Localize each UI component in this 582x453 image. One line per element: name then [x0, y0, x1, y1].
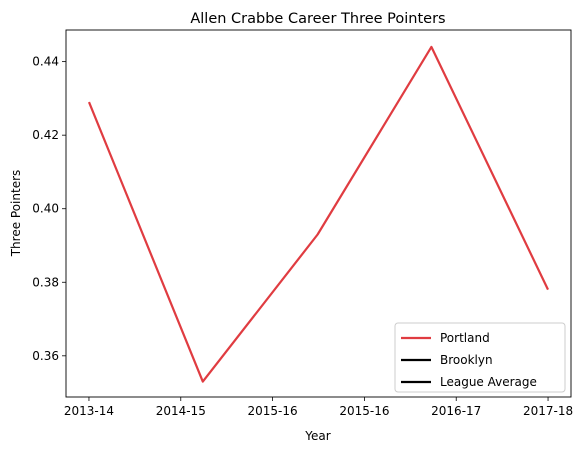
y-tick-label: 0.36	[32, 349, 59, 363]
y-tick-label: 0.40	[32, 202, 59, 216]
legend-label-brooklyn: Brooklyn	[440, 353, 493, 367]
plot-frame	[65, 29, 572, 398]
legend-label-league-average: League Average	[440, 375, 537, 389]
legend-label-portland: Portland	[440, 331, 490, 345]
y-tick-label: 0.42	[32, 128, 59, 142]
x-axis: 2013-14 2014-15 2015-16 2015-16 2016-17 2017-…	[64, 397, 573, 418]
chart-title: Allen Crabbe Career Three Pointers	[190, 11, 445, 27]
series-line-portland	[87, 45, 549, 383]
x-tick-label: 2013-14	[64, 404, 114, 418]
x-tick-label: 2015-16	[339, 404, 389, 418]
series-lines	[87, 45, 549, 383]
x-tick-label: 2017-18	[523, 404, 573, 418]
y-tick-label: 0.38	[32, 275, 59, 289]
y-axis: 0.36 0.38 0.40 0.42 0.44	[32, 55, 66, 363]
legend: Portland Brooklyn League Average	[394, 322, 566, 393]
legend-frame	[394, 322, 566, 393]
x-tick-label: 2015-16	[248, 404, 298, 418]
plot-area: 0.36 0.38 0.40 0.42 0.44 2013-14 2014-15 2015-…	[32, 29, 573, 418]
x-tick-label: 2016-17	[431, 404, 481, 418]
x-axis-label: Year	[304, 429, 330, 443]
y-axis-label: Three Pointers	[9, 170, 23, 258]
x-tick-label: 2014-15	[156, 404, 206, 418]
y-tick-label: 0.44	[32, 55, 59, 69]
